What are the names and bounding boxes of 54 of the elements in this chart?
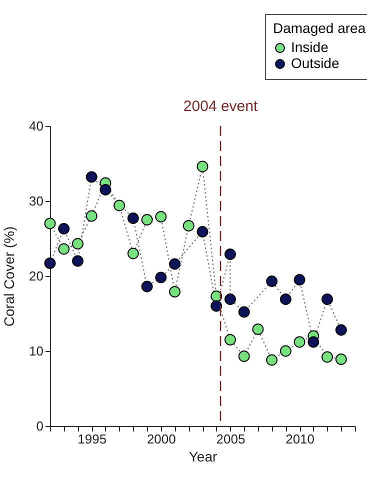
point [58, 243, 70, 255]
point [169, 286, 181, 298]
point [322, 351, 334, 363]
point [335, 324, 347, 336]
point [114, 200, 126, 212]
point [44, 258, 56, 269]
point [141, 280, 153, 292]
point [252, 324, 264, 335]
point [127, 248, 139, 260]
legend-title: Damaged area [273, 20, 366, 36]
x-tick-label: 2000 [146, 432, 176, 446]
point [155, 211, 167, 222]
point [224, 248, 236, 260]
point [44, 218, 56, 230]
point [58, 223, 70, 234]
y-tick-label: 10 [29, 344, 44, 358]
point [238, 306, 250, 318]
point [224, 294, 236, 305]
x-axis-title: Year [188, 448, 218, 464]
y-tick-label: 40 [29, 118, 44, 134]
point [86, 171, 98, 183]
point [196, 160, 208, 172]
point [294, 274, 306, 286]
point [224, 334, 236, 346]
point [280, 294, 292, 305]
point [210, 300, 222, 312]
legend-label: Inside [291, 39, 329, 55]
point [266, 354, 278, 366]
point [294, 336, 306, 348]
point [155, 272, 167, 284]
point [127, 212, 139, 224]
x-tick-label: 2005 [216, 432, 246, 446]
y-tick-label: 0 [36, 418, 44, 434]
ref-line-label: 2004 event [183, 98, 258, 115]
point [238, 350, 250, 362]
point [86, 210, 98, 222]
point [280, 345, 292, 357]
point [266, 276, 278, 287]
y-tick-label: 20 [29, 268, 44, 284]
point [335, 354, 347, 365]
x-tick-label: 1995 [78, 432, 107, 446]
point [169, 258, 181, 270]
x-tick-label: 2010 [286, 432, 315, 446]
y-tick-label: 30 [29, 194, 44, 208]
point [141, 214, 153, 226]
legend-label: Outside [291, 55, 340, 71]
point [196, 226, 208, 238]
y-axis-title: Coral Cover (%) [1, 226, 18, 327]
point [182, 220, 194, 232]
point [322, 294, 334, 305]
point [308, 336, 320, 348]
point [72, 255, 84, 267]
point [100, 184, 112, 196]
point [72, 238, 84, 250]
